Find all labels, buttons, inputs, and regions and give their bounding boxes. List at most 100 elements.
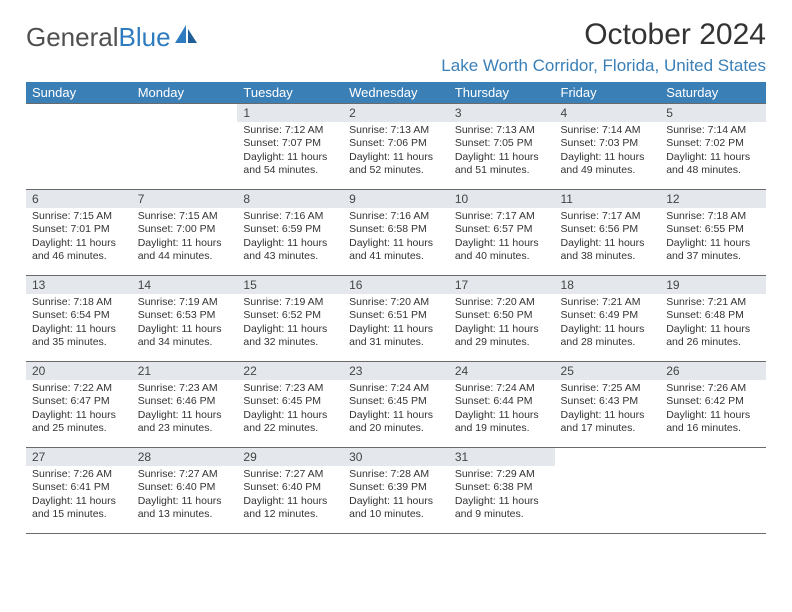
daylight-text: Daylight: 11 hours and 35 minutes. xyxy=(32,323,126,350)
daylight-text: Daylight: 11 hours and 51 minutes. xyxy=(455,151,549,178)
sunset-text: Sunset: 6:46 PM xyxy=(138,395,232,408)
sunrise-text: Sunrise: 7:27 AM xyxy=(243,468,337,481)
daylight-text: Daylight: 11 hours and 41 minutes. xyxy=(349,237,443,264)
sunset-text: Sunset: 7:00 PM xyxy=(138,223,232,236)
calendar-day-cell: 12Sunrise: 7:18 AMSunset: 6:55 PMDayligh… xyxy=(660,190,766,276)
sunset-text: Sunset: 6:53 PM xyxy=(138,309,232,322)
day-details: Sunrise: 7:21 AMSunset: 6:48 PMDaylight:… xyxy=(660,294,766,354)
day-details: Sunrise: 7:23 AMSunset: 6:46 PMDaylight:… xyxy=(132,380,238,440)
day-number: 8 xyxy=(237,190,343,208)
sunrise-text: Sunrise: 7:13 AM xyxy=(349,124,443,137)
calendar-day-cell: 18Sunrise: 7:21 AMSunset: 6:49 PMDayligh… xyxy=(555,276,661,362)
sunset-text: Sunset: 7:01 PM xyxy=(32,223,126,236)
calendar-body: ....1Sunrise: 7:12 AMSunset: 7:07 PMDayl… xyxy=(26,104,766,534)
location-subtitle: Lake Worth Corridor, Florida, United Sta… xyxy=(441,56,766,76)
day-details: Sunrise: 7:18 AMSunset: 6:54 PMDaylight:… xyxy=(26,294,132,354)
calendar-day-cell: 4Sunrise: 7:14 AMSunset: 7:03 PMDaylight… xyxy=(555,104,661,190)
sunrise-text: Sunrise: 7:22 AM xyxy=(32,382,126,395)
calendar-day-cell: .. xyxy=(26,104,132,190)
day-number: 26 xyxy=(660,362,766,380)
daylight-text: Daylight: 11 hours and 38 minutes. xyxy=(561,237,655,264)
sunset-text: Sunset: 6:39 PM xyxy=(349,481,443,494)
sunset-text: Sunset: 7:06 PM xyxy=(349,137,443,150)
sunrise-text: Sunrise: 7:16 AM xyxy=(243,210,337,223)
sunrise-text: Sunrise: 7:23 AM xyxy=(138,382,232,395)
day-details: Sunrise: 7:19 AMSunset: 6:52 PMDaylight:… xyxy=(237,294,343,354)
calendar-day-cell: 27Sunrise: 7:26 AMSunset: 6:41 PMDayligh… xyxy=(26,448,132,534)
sunrise-text: Sunrise: 7:28 AM xyxy=(349,468,443,481)
sunset-text: Sunset: 6:43 PM xyxy=(561,395,655,408)
daylight-text: Daylight: 11 hours and 20 minutes. xyxy=(349,409,443,436)
weekday-header: Thursday xyxy=(449,82,555,104)
calendar-week-row: 6Sunrise: 7:15 AMSunset: 7:01 PMDaylight… xyxy=(26,190,766,276)
daylight-text: Daylight: 11 hours and 40 minutes. xyxy=(455,237,549,264)
sunrise-text: Sunrise: 7:21 AM xyxy=(561,296,655,309)
calendar-day-cell: 19Sunrise: 7:21 AMSunset: 6:48 PMDayligh… xyxy=(660,276,766,362)
weekday-header: Tuesday xyxy=(237,82,343,104)
day-number: 9 xyxy=(343,190,449,208)
day-details: Sunrise: 7:19 AMSunset: 6:53 PMDaylight:… xyxy=(132,294,238,354)
daylight-text: Daylight: 11 hours and 54 minutes. xyxy=(243,151,337,178)
daylight-text: Daylight: 11 hours and 49 minutes. xyxy=(561,151,655,178)
sunset-text: Sunset: 6:52 PM xyxy=(243,309,337,322)
day-number: 27 xyxy=(26,448,132,466)
logo: GeneralBlue xyxy=(26,18,199,53)
sail-icon xyxy=(173,23,199,52)
sunset-text: Sunset: 7:07 PM xyxy=(243,137,337,150)
calendar-day-cell: 24Sunrise: 7:24 AMSunset: 6:44 PMDayligh… xyxy=(449,362,555,448)
calendar-day-cell: 21Sunrise: 7:23 AMSunset: 6:46 PMDayligh… xyxy=(132,362,238,448)
sunset-text: Sunset: 6:40 PM xyxy=(243,481,337,494)
sunset-text: Sunset: 7:03 PM xyxy=(561,137,655,150)
day-details: Sunrise: 7:15 AMSunset: 7:01 PMDaylight:… xyxy=(26,208,132,268)
sunrise-text: Sunrise: 7:18 AM xyxy=(666,210,760,223)
daylight-text: Daylight: 11 hours and 44 minutes. xyxy=(138,237,232,264)
calendar-day-cell: 10Sunrise: 7:17 AMSunset: 6:57 PMDayligh… xyxy=(449,190,555,276)
sunset-text: Sunset: 6:55 PM xyxy=(666,223,760,236)
day-number: 31 xyxy=(449,448,555,466)
daylight-text: Daylight: 11 hours and 28 minutes. xyxy=(561,323,655,350)
daylight-text: Daylight: 11 hours and 43 minutes. xyxy=(243,237,337,264)
day-details: Sunrise: 7:23 AMSunset: 6:45 PMDaylight:… xyxy=(237,380,343,440)
day-details: Sunrise: 7:24 AMSunset: 6:45 PMDaylight:… xyxy=(343,380,449,440)
daylight-text: Daylight: 11 hours and 16 minutes. xyxy=(666,409,760,436)
sunrise-text: Sunrise: 7:20 AM xyxy=(455,296,549,309)
day-details: Sunrise: 7:17 AMSunset: 6:56 PMDaylight:… xyxy=(555,208,661,268)
day-details: Sunrise: 7:29 AMSunset: 6:38 PMDaylight:… xyxy=(449,466,555,526)
day-details: Sunrise: 7:17 AMSunset: 6:57 PMDaylight:… xyxy=(449,208,555,268)
calendar-day-cell: 6Sunrise: 7:15 AMSunset: 7:01 PMDaylight… xyxy=(26,190,132,276)
day-details: Sunrise: 7:12 AMSunset: 7:07 PMDaylight:… xyxy=(237,122,343,182)
day-number: 10 xyxy=(449,190,555,208)
day-details: Sunrise: 7:16 AMSunset: 6:59 PMDaylight:… xyxy=(237,208,343,268)
sunrise-text: Sunrise: 7:27 AM xyxy=(138,468,232,481)
sunrise-text: Sunrise: 7:24 AM xyxy=(349,382,443,395)
day-details: Sunrise: 7:16 AMSunset: 6:58 PMDaylight:… xyxy=(343,208,449,268)
day-number: 3 xyxy=(449,104,555,122)
calendar-day-cell: 20Sunrise: 7:22 AMSunset: 6:47 PMDayligh… xyxy=(26,362,132,448)
day-details: Sunrise: 7:26 AMSunset: 6:41 PMDaylight:… xyxy=(26,466,132,526)
calendar-header-row: SundayMondayTuesdayWednesdayThursdayFrid… xyxy=(26,82,766,104)
calendar-day-cell: 2 Sunrise: 7:13 AMSunset: 7:06 PMDaylight… xyxy=(343,104,449,190)
day-number: 2 xyxy=(343,104,449,122)
day-number: 15 xyxy=(237,276,343,294)
calendar-day-cell: 16Sunrise: 7:20 AMSunset: 6:51 PMDayligh… xyxy=(343,276,449,362)
calendar-day-cell: 28Sunrise: 7:27 AMSunset: 6:40 PMDayligh… xyxy=(132,448,238,534)
calendar-week-row: 27Sunrise: 7:26 AMSunset: 6:41 PMDayligh… xyxy=(26,448,766,534)
day-number: 25 xyxy=(555,362,661,380)
sunrise-text: Sunrise: 7:19 AM xyxy=(138,296,232,309)
daylight-text: Daylight: 11 hours and 32 minutes. xyxy=(243,323,337,350)
logo-text: GeneralBlue xyxy=(26,22,171,53)
daylight-text: Daylight: 11 hours and 15 minutes. xyxy=(32,495,126,522)
sunrise-text: Sunrise: 7:17 AM xyxy=(455,210,549,223)
sunrise-text: Sunrise: 7:14 AM xyxy=(666,124,760,137)
calendar-day-cell: .. xyxy=(660,448,766,534)
calendar-day-cell: .. xyxy=(132,104,238,190)
day-details: Sunrise: 7:15 AMSunset: 7:00 PMDaylight:… xyxy=(132,208,238,268)
day-number: 5 xyxy=(660,104,766,122)
day-details: Sunrise: 7:25 AMSunset: 6:43 PMDaylight:… xyxy=(555,380,661,440)
calendar-day-cell: 13Sunrise: 7:18 AMSunset: 6:54 PMDayligh… xyxy=(26,276,132,362)
sunset-text: Sunset: 6:40 PM xyxy=(138,481,232,494)
daylight-text: Daylight: 11 hours and 52 minutes. xyxy=(349,151,443,178)
calendar-day-cell: 9Sunrise: 7:16 AMSunset: 6:58 PMDaylight… xyxy=(343,190,449,276)
sunrise-text: Sunrise: 7:26 AM xyxy=(32,468,126,481)
calendar-day-cell: 25Sunrise: 7:25 AMSunset: 6:43 PMDayligh… xyxy=(555,362,661,448)
